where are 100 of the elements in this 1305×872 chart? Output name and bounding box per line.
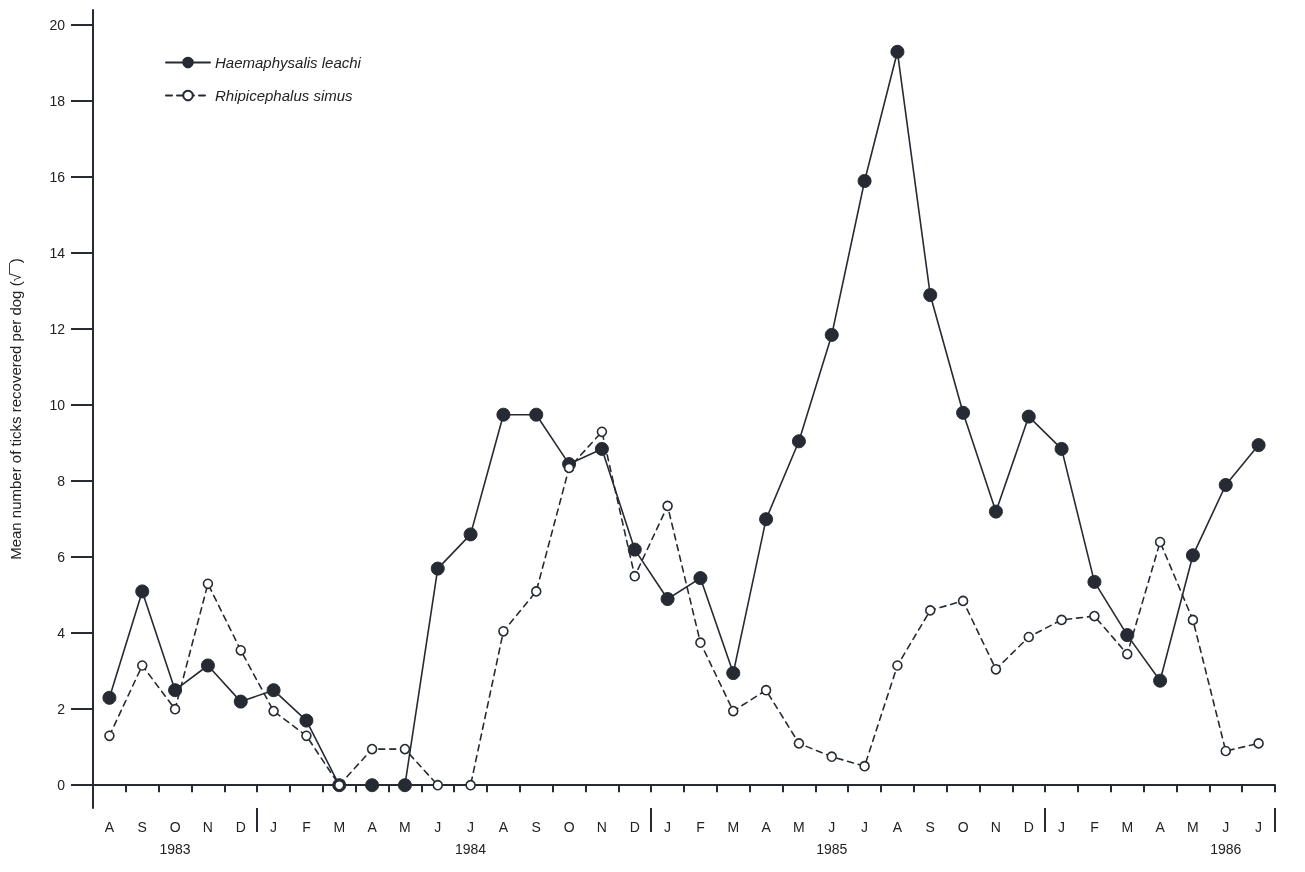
point: [397, 778, 412, 793]
y-tick-label: 2: [57, 701, 66, 718]
x-tick-label: N: [202, 819, 213, 835]
x-tick-label: A: [761, 819, 772, 835]
point: [530, 586, 542, 597]
point: [956, 405, 971, 420]
legend-label: Haemaphysalis leachi: [215, 54, 362, 71]
point: [1251, 438, 1266, 453]
point: [1021, 409, 1036, 424]
x-tick-label: J: [434, 819, 442, 835]
point: [1121, 648, 1133, 660]
point: [1185, 548, 1200, 563]
x-tick-label: F: [302, 819, 311, 835]
point: [1218, 478, 1233, 492]
point: [695, 637, 706, 648]
point: [760, 684, 772, 696]
point: [693, 571, 708, 586]
x-tick-label: A: [1155, 819, 1166, 835]
x-tick-label: D: [629, 819, 640, 835]
text: 1986: [1210, 841, 1242, 857]
x-tick-label: D: [1023, 819, 1034, 835]
point: [301, 730, 312, 742]
point: [924, 605, 936, 616]
point: [200, 658, 215, 673]
point: [890, 44, 905, 59]
point: [299, 713, 314, 728]
point: [1056, 614, 1067, 626]
x-tick-label: A: [367, 819, 378, 835]
y-axis-title: Mean number of ticks recovered per dog (√‾‾): [7, 258, 24, 560]
x-tick-label: M: [399, 819, 411, 835]
text: 1985: [816, 841, 848, 857]
point: [988, 504, 1003, 519]
x-tick-label: A: [892, 819, 903, 835]
y-tick-label: 6: [57, 549, 66, 566]
point: [496, 407, 511, 422]
point: [990, 664, 1002, 675]
point: [923, 288, 938, 302]
x-tick-label: J: [861, 819, 869, 835]
point: [594, 441, 609, 456]
x-tick-label: M: [727, 819, 740, 835]
point: [465, 779, 476, 791]
point: [432, 779, 444, 791]
point: [366, 743, 378, 755]
point: [662, 500, 673, 512]
point: [826, 751, 838, 762]
point: [1023, 631, 1035, 643]
point: [759, 512, 774, 527]
point: [1120, 628, 1135, 643]
x-tick-label: F: [696, 819, 705, 835]
point: [859, 760, 870, 772]
point: [793, 738, 805, 749]
x-tick-label: J: [1058, 819, 1066, 835]
x-tick-label: S: [531, 819, 541, 835]
point: [202, 578, 214, 590]
point: [365, 778, 380, 793]
point: [824, 327, 839, 342]
y-tick-label: 18: [49, 93, 66, 110]
x-tick-label: O: [957, 819, 969, 835]
point: [430, 561, 445, 576]
x-tick-label: S: [925, 819, 935, 835]
point: [627, 542, 642, 557]
x-tick-label: S: [137, 819, 147, 835]
legend-label: Rhipicephalus simus: [215, 87, 354, 104]
point: [268, 705, 279, 717]
y-tick-label: 12: [49, 321, 66, 338]
point: [102, 690, 117, 705]
y-tick-label: 14: [49, 245, 66, 262]
text: 1984: [455, 841, 487, 857]
point: [1253, 738, 1264, 749]
x-tick-label: N: [596, 819, 607, 835]
x-tick-label: M: [333, 819, 346, 835]
x-tick-label: A: [498, 819, 509, 835]
point: [596, 426, 608, 438]
y-tick-label: 4: [57, 625, 66, 642]
x-tick-label: N: [990, 819, 1001, 835]
x-tick-label: O: [169, 819, 181, 835]
x-tick-label: D: [235, 819, 246, 835]
point: [498, 626, 509, 637]
x-tick-label: F: [1090, 819, 1099, 835]
point: [1154, 536, 1166, 548]
text: 1983: [159, 841, 191, 857]
point: [660, 592, 675, 606]
x-tick-label: O: [563, 819, 575, 835]
point: [399, 743, 411, 755]
x-tick-label: M: [1187, 819, 1199, 835]
point: [857, 174, 872, 188]
x-tick-label: J: [1255, 819, 1263, 835]
point: [104, 730, 115, 742]
x-tick-label: M: [1121, 819, 1134, 835]
point: [135, 584, 150, 599]
x-tick-label: J: [664, 819, 672, 835]
point: [1187, 614, 1199, 626]
y-tick-label: 0: [57, 777, 66, 794]
point: [233, 694, 248, 709]
point: [727, 705, 739, 717]
point: [629, 570, 641, 582]
point: [266, 683, 281, 698]
point: [235, 645, 247, 656]
y-tick-label: 10: [49, 397, 66, 414]
point: [892, 660, 903, 671]
